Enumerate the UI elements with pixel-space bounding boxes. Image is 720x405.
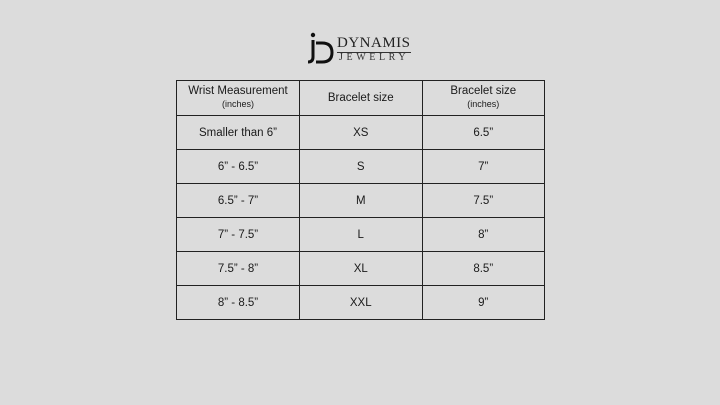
header-bracelet-size-inches: Bracelet size (inches) bbox=[421, 80, 545, 116]
table-row: 7.5” - 8” XL 8.5” bbox=[175, 251, 545, 286]
jd-monogram-icon bbox=[307, 32, 334, 64]
brand-name: DYNAMIS bbox=[337, 35, 411, 53]
header-bracelet-size: Bracelet size bbox=[299, 80, 423, 116]
table-header-row: Wrist Measurement (inches) Bracelet size … bbox=[175, 80, 545, 116]
dynamis-jewelry-logo: DYNAMIS JEWELRY bbox=[305, 31, 417, 65]
table-row: 8” - 8.5” XXL 9” bbox=[175, 285, 545, 320]
header-wrist-measurement: Wrist Measurement (inches) bbox=[175, 80, 301, 116]
table-row: 7” - 7.5” L 8” bbox=[175, 217, 545, 252]
table-row: Smaller than 6” XS 6.5” bbox=[175, 115, 545, 150]
table-row: 6” - 6.5” S 7” bbox=[175, 149, 545, 184]
bracelet-size-table: Wrist Measurement (inches) Bracelet size … bbox=[175, 80, 545, 320]
table-row: 6.5” - 7” M 7.5” bbox=[175, 183, 545, 218]
brand-subtitle: JEWELRY bbox=[339, 52, 410, 63]
